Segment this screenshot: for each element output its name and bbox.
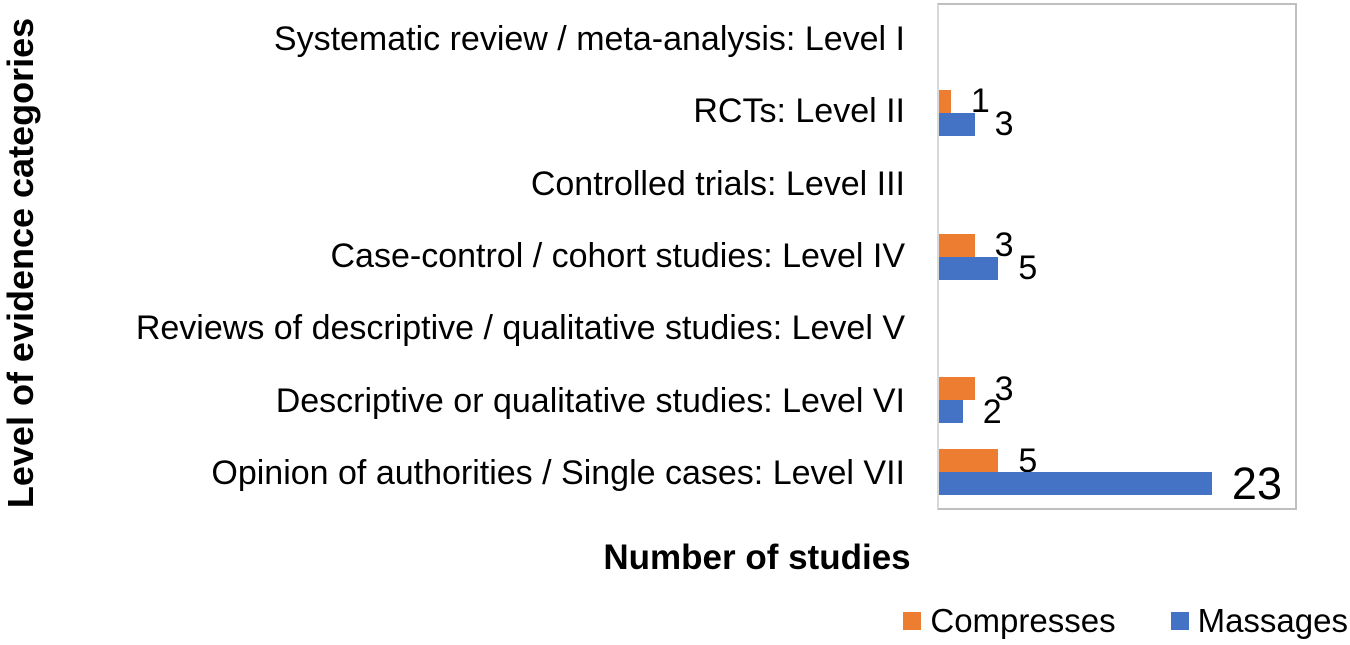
bar-line-massages: 3 — [939, 107, 1295, 141]
data-label: 3 — [994, 226, 1014, 264]
bar-group — [939, 5, 1295, 77]
bar-massages — [939, 112, 975, 136]
legend-item-compresses: Compresses — [903, 602, 1116, 640]
data-label: 1 — [970, 82, 990, 121]
bar-massages — [939, 256, 999, 280]
bar-compresses — [939, 89, 951, 113]
category-label: Opinion of authorities / Single cases: L… — [211, 454, 905, 493]
data-label: 23 — [1231, 458, 1282, 510]
legend: Compresses Massages — [903, 600, 1348, 642]
data-label: 3 — [994, 369, 1014, 408]
bar-massages — [939, 472, 1212, 496]
bar-massages — [939, 400, 963, 424]
data-label: 5 — [1018, 249, 1038, 287]
category-label: Systematic review / meta-analysis: Level… — [273, 19, 905, 58]
bar-line-compresses — [939, 305, 1295, 328]
category-label: Reviews of descriptive / qualitative stu… — [135, 309, 905, 348]
plot-area: 1 3 3 5 3 2 5 23 — [937, 3, 1297, 510]
legend-label: Massages — [1197, 602, 1348, 639]
bar-line-compresses — [939, 18, 1295, 41]
bar-compresses — [939, 449, 999, 473]
bar-line-compresses — [939, 162, 1295, 185]
bar-group — [939, 292, 1295, 364]
legend-swatch-icon — [903, 612, 922, 630]
bar-group: 5 23 — [939, 436, 1295, 508]
x-axis-title: Number of studies — [603, 538, 911, 577]
legend-swatch-icon — [1170, 612, 1189, 630]
bar-line-compresses: 5 — [939, 444, 1295, 478]
category-label: RCTs: Level II — [693, 92, 905, 131]
bar-line-compresses: 3 — [939, 372, 1295, 406]
bar-line-massages: 23 — [939, 461, 1295, 506]
data-label: 2 — [982, 392, 1002, 431]
data-label: 3 — [994, 105, 1014, 144]
bar-line-massages — [939, 41, 1295, 64]
data-label: 5 — [1018, 441, 1038, 480]
bar-line-compresses: 1 — [939, 84, 1295, 118]
bar-line-compresses: 3 — [939, 228, 1295, 262]
category-axis-labels: Systematic review / meta-analysis: Level… — [0, 3, 937, 510]
bar-line-massages: 2 — [939, 395, 1295, 429]
bar-line-massages: 5 — [939, 251, 1295, 285]
bar-compresses — [939, 233, 975, 257]
category-label: Descriptive or qualitative studies: Leve… — [275, 381, 905, 420]
legend-label: Compresses — [930, 602, 1116, 639]
bar-line-massages — [939, 185, 1295, 208]
bar-compresses — [939, 377, 975, 401]
category-label: Case-control / cohort studies: Level IV — [330, 236, 906, 275]
category-label: Controlled trials: Level III — [530, 164, 905, 203]
bar-line-massages — [939, 328, 1295, 351]
bar-group — [939, 149, 1295, 221]
legend-item-massages: Massages — [1170, 602, 1348, 640]
